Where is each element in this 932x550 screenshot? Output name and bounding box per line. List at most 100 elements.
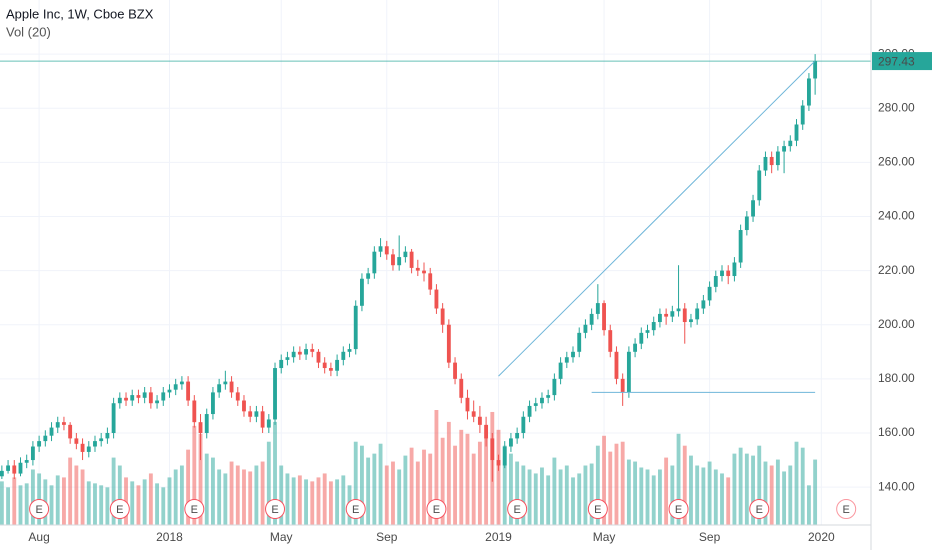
candle-body	[651, 322, 656, 331]
volume-bar	[372, 453, 377, 525]
candle-body	[608, 330, 613, 352]
volume-bar	[179, 465, 184, 525]
candle-body	[285, 357, 290, 360]
candle-body	[155, 400, 159, 404]
candle-body	[254, 411, 259, 417]
x-tick-label: 2018	[156, 530, 183, 544]
candle-body	[316, 351, 321, 363]
volume-bar	[651, 475, 656, 525]
volume-bar	[111, 457, 116, 525]
volume-bar	[701, 467, 706, 525]
volume-bar	[620, 441, 625, 525]
candle-body	[676, 308, 681, 312]
candle-body	[6, 465, 10, 471]
candle-body	[366, 273, 371, 279]
candle-body	[626, 351, 631, 393]
candle-body	[204, 414, 209, 433]
volume-bar	[707, 461, 712, 525]
candle-body	[378, 246, 383, 252]
candle-body	[788, 140, 793, 147]
candle-body	[391, 254, 395, 266]
candle-body	[434, 289, 439, 309]
candle-body	[800, 105, 805, 125]
candle-body	[409, 251, 414, 268]
volume-bar	[360, 445, 364, 525]
candle-body	[415, 267, 420, 271]
candle-body	[74, 438, 79, 444]
volume-bar	[509, 453, 513, 525]
volume-bar	[161, 487, 166, 525]
chart-title: Apple Inc, 1W, Cboe BZX	[6, 6, 154, 21]
volume-bar	[148, 473, 153, 525]
volume-bar	[422, 449, 426, 525]
candle-body	[446, 324, 451, 363]
volume-bar	[763, 461, 768, 525]
volume-bar	[260, 461, 265, 525]
volume-bar	[198, 433, 203, 525]
candle-body	[465, 397, 470, 412]
candle-body	[217, 384, 222, 393]
volume-bar	[93, 483, 97, 525]
candle-body	[794, 124, 799, 141]
volume-bar	[515, 461, 520, 525]
candle-body	[148, 392, 153, 404]
volume-bar	[86, 481, 91, 525]
candle-body	[211, 392, 215, 415]
candle-body	[645, 330, 650, 333]
volume-bar	[49, 485, 54, 525]
candle-body	[93, 441, 97, 447]
volume-bar	[384, 465, 389, 525]
volume-bar	[738, 447, 743, 525]
x-tick-label: May	[593, 530, 616, 544]
volume-bar	[533, 473, 538, 525]
candle-body	[577, 332, 582, 352]
volume-bar	[583, 465, 588, 525]
candle-body	[620, 378, 625, 393]
candle-body	[757, 170, 762, 201]
candle-body	[80, 443, 85, 452]
candle-body	[273, 368, 277, 420]
volume-bar	[564, 465, 569, 525]
earnings-marker	[184, 499, 205, 519]
candle-body	[720, 270, 724, 277]
volume-bar	[235, 465, 240, 525]
volume-bar	[595, 445, 600, 525]
candle-body	[614, 351, 619, 379]
volume-bar	[577, 473, 582, 525]
y-tick-label: 260.00	[878, 155, 915, 169]
volume-bar	[328, 481, 333, 525]
candle-body	[372, 251, 377, 274]
candle-body	[813, 61, 818, 79]
volume-bar	[446, 421, 451, 525]
volume-bar	[130, 481, 135, 525]
volume-bar	[769, 465, 774, 525]
candle-body	[527, 405, 532, 417]
volume-bar	[726, 477, 731, 525]
candle-body	[55, 422, 60, 428]
earnings-label: E	[594, 504, 601, 516]
candle-body	[546, 395, 551, 398]
candle-body	[502, 446, 507, 466]
earnings-label: E	[756, 504, 763, 516]
candle-body	[161, 392, 166, 401]
volume-bar	[391, 461, 395, 525]
candle-body	[24, 460, 29, 463]
volume-bar	[813, 459, 818, 525]
volume-bar	[217, 469, 222, 525]
volume-bar	[713, 469, 718, 525]
volume-bar	[74, 465, 79, 525]
candle-body	[738, 230, 743, 263]
candle-body	[136, 395, 141, 398]
candle-body	[235, 392, 240, 401]
volume-bar	[304, 479, 308, 525]
volume-bar	[6, 487, 10, 525]
candle-body	[732, 262, 737, 277]
volume-bar	[68, 457, 73, 525]
candle-body	[99, 438, 104, 442]
volume-bar	[626, 459, 631, 525]
candle-body	[322, 362, 327, 369]
candle-body	[707, 286, 712, 301]
candle-body	[639, 332, 644, 344]
volume-bar	[173, 469, 178, 525]
volume-bar	[0, 481, 4, 525]
